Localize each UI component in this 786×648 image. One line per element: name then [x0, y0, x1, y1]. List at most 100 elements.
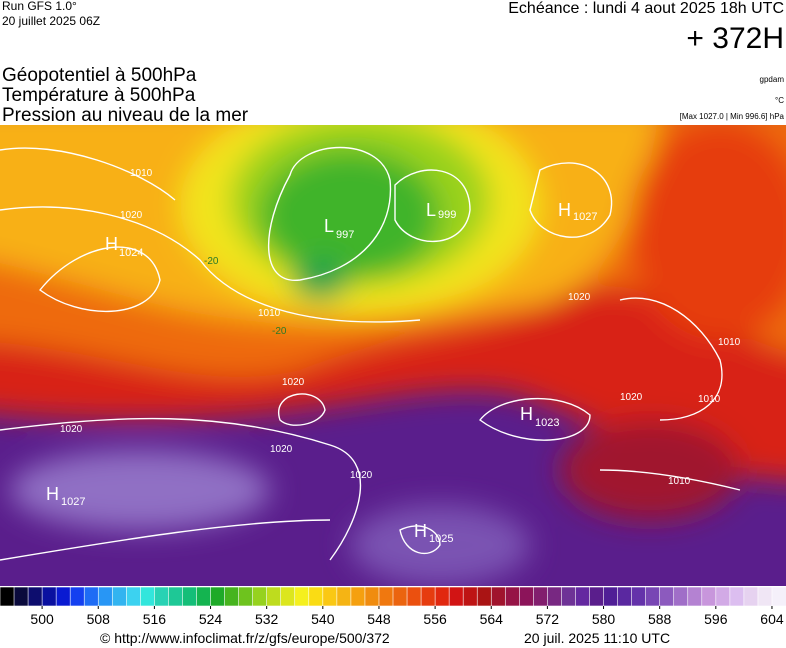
- colorbar-tick-label: 596: [704, 611, 728, 627]
- colorbar-swatch: [0, 586, 15, 607]
- colorbar-tick-label: 500: [30, 611, 54, 627]
- colorbar-swatch: [533, 586, 549, 607]
- colorbar-swatch: [673, 586, 689, 607]
- colorbar-swatch: [13, 586, 29, 607]
- centre-type: H: [105, 234, 118, 254]
- isobar-label: 1020: [60, 424, 83, 435]
- colorbar-swatch: [589, 586, 605, 607]
- colorbar-tick-label: 524: [199, 611, 223, 627]
- colorbar-swatch: [645, 586, 661, 607]
- colorbar-swatch: [322, 586, 338, 607]
- colorbar-swatch: [617, 586, 633, 607]
- colorbar-swatch: [575, 586, 591, 607]
- colorbar-swatch: [140, 586, 156, 607]
- colorbar-swatch: [687, 586, 703, 607]
- title-geopotential: Géopotentiel à 500hPa: [2, 65, 197, 86]
- colorbar-swatch: [519, 586, 535, 607]
- colorbar-swatch: [631, 586, 647, 607]
- colorbar-swatch: [196, 586, 212, 607]
- colorbar-swatch: [771, 586, 786, 607]
- colorbar-tick-label: 564: [480, 611, 504, 627]
- colorbar-tick-label: 604: [760, 611, 784, 627]
- centre-value: 997: [336, 229, 354, 241]
- isobar-label: 1010: [130, 168, 153, 179]
- footer-url: © http://www.infoclimat.fr/z/gfs/europe/…: [100, 630, 390, 646]
- colorbar-swatch: [238, 586, 254, 607]
- colorbar-swatch: [462, 586, 479, 607]
- colorbar-tick-label: 516: [143, 611, 167, 627]
- centre-value: 1027: [61, 496, 85, 508]
- map: [0, 125, 786, 586]
- unit-celsius: °C: [775, 96, 784, 105]
- colorbar-swatch: [280, 586, 296, 607]
- colorbar-swatch: [27, 586, 43, 607]
- colorbar-swatch: [561, 586, 577, 607]
- colorbar-swatch: [757, 586, 773, 607]
- isobar-label: 1010: [258, 308, 281, 319]
- isobar-label: 1020: [620, 392, 643, 403]
- colorbar-swatch: [547, 586, 563, 607]
- colorbar-swatch: [41, 586, 57, 607]
- temperature-label: -20: [272, 326, 287, 337]
- isobar-label: 1020: [120, 210, 143, 221]
- colorbar-swatch: [97, 586, 114, 607]
- centre-value: 999: [438, 209, 456, 221]
- centre-type: L: [324, 216, 334, 236]
- colorbar-swatch: [476, 586, 493, 607]
- temperature-field: [0, 125, 786, 585]
- centre-value: 1025: [429, 533, 453, 545]
- colorbar-swatch: [111, 586, 128, 607]
- colorbar-swatch: [182, 586, 198, 607]
- colorbar-swatch: [701, 586, 717, 607]
- colorbar-swatch: [55, 586, 71, 607]
- colorbar-swatch: [69, 586, 86, 607]
- isobar-label: 1010: [718, 337, 741, 348]
- pressure-centres: H 1024 L 997 L 999 H 1027 H 1023 H 1027 …: [46, 200, 597, 545]
- colorbar-swatch: [392, 586, 408, 607]
- colorbar-swatch: [154, 586, 170, 607]
- colorbar-tick-label: 556: [423, 611, 447, 627]
- colorbar-swatch: [210, 586, 226, 607]
- colorbar-swatch: [420, 586, 436, 607]
- isobar-label: 1010: [698, 394, 721, 405]
- isobar-label: 1010: [668, 476, 691, 487]
- title-pressure: Pression au niveau de la mer: [2, 105, 249, 126]
- colorbar-swatch: [504, 586, 521, 607]
- centre-value: 1023: [535, 417, 559, 429]
- unit-gpdam: gpdam: [760, 75, 785, 84]
- footer-generated: 20 juil. 2025 11:10 UTC: [524, 630, 670, 646]
- run-label: Run GFS 1.0°: [2, 0, 77, 13]
- centre-type: H: [520, 404, 533, 424]
- lead-time: + 372H: [686, 22, 784, 55]
- temperature-label: -20: [204, 256, 219, 267]
- centre-type: H: [558, 200, 571, 220]
- colorbar-swatch: [224, 586, 240, 607]
- colorbar-tick-label: 540: [311, 611, 335, 627]
- colorbar-tick-label: 532: [255, 611, 279, 627]
- centre-value: 1024: [119, 247, 143, 259]
- colorbar-swatch: [659, 586, 675, 607]
- colorbar-swatch: [490, 586, 507, 607]
- colorbar-swatch: [350, 586, 366, 607]
- colorbar: 500 508 516 524 532 540 548 556 564 572 580 588 596 6…: [0, 586, 786, 627]
- isobar-label: 1020: [270, 444, 293, 455]
- colorbar-swatch: [406, 586, 422, 607]
- colorbar-swatch: [252, 586, 268, 607]
- run-date: 20 juillet 2025 06Z: [2, 14, 100, 28]
- colorbar-swatch: [603, 586, 619, 607]
- colorbar-tick-label: 572: [536, 611, 560, 627]
- centre-type: H: [46, 484, 59, 504]
- colorbar-tick-label: 508: [87, 611, 111, 627]
- centre-value: 1027: [573, 211, 597, 223]
- colorbar-swatch: [336, 586, 352, 607]
- centre-type: L: [426, 200, 436, 220]
- colorbar-swatch: [83, 586, 100, 607]
- colorbar-tick-label: 548: [367, 611, 391, 627]
- centre-type: H: [414, 521, 427, 541]
- valid-time: Echéance : lundi 4 aout 2025 18h UTC: [508, 0, 784, 17]
- colorbar-swatch: [729, 586, 745, 607]
- colorbar-swatch: [715, 586, 731, 607]
- colorbar-swatch: [266, 586, 282, 607]
- isobar-label: 1020: [568, 292, 591, 303]
